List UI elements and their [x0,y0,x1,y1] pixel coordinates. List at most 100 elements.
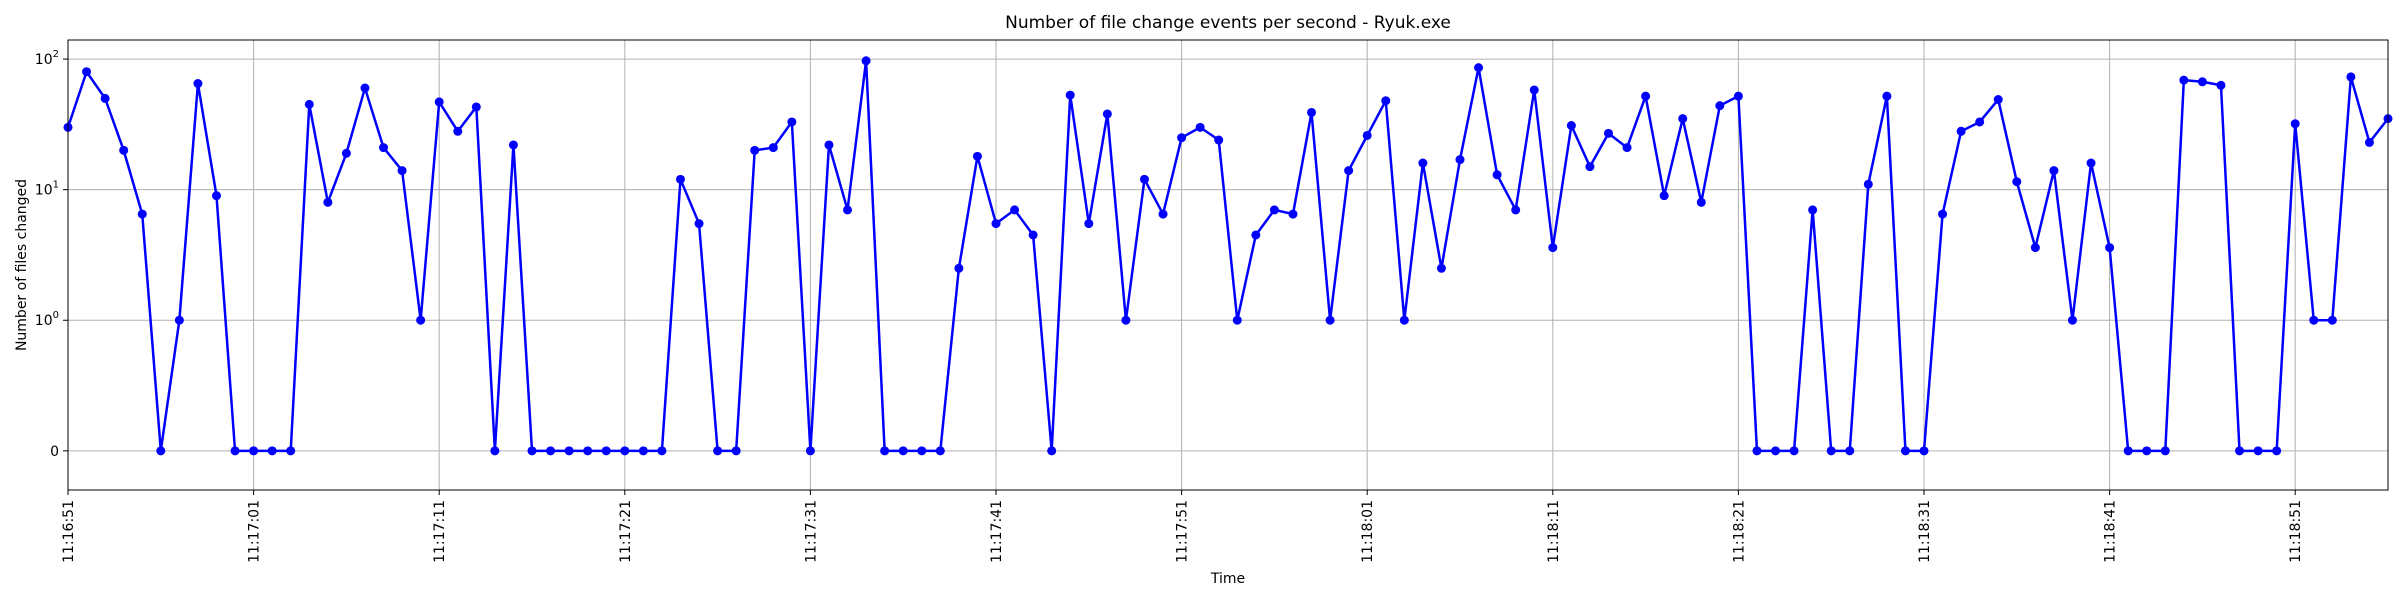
data-point [768,143,778,153]
data-point [546,446,556,456]
data-point [1214,135,1224,145]
plot-frame [67,39,2389,491]
data-point [694,219,704,229]
data-point [1789,446,1799,456]
data-point [954,263,964,273]
data-point [267,446,277,456]
data-point [2012,177,2022,187]
data-point [119,145,129,155]
data-point [657,446,667,456]
x-tick-label: 11:18:21 [1731,500,1747,563]
data-point [1399,315,1409,325]
x-tick-label: 11:17:01 [247,500,263,563]
data-point [1139,174,1149,184]
x-tick-label: 11:17:21 [618,500,634,563]
data-point [935,446,945,456]
data-point [1659,191,1669,201]
data-point [1956,126,1966,136]
data-series [63,56,2393,456]
data-point [156,446,166,456]
data-point [2309,315,2319,325]
data-point [2216,80,2226,90]
y-tick-label: 102 [35,49,59,68]
data-point [1325,315,1335,325]
data-point [1975,117,1985,127]
data-point [843,205,853,215]
x-tick-label: 11:17:31 [803,500,819,563]
data-point [972,151,982,161]
data-point [1845,446,1855,456]
x-tick-label: 11:18:11 [1546,500,1562,563]
data-point [1177,133,1187,143]
data-point [1826,446,1836,456]
data-point [2049,166,2059,176]
data-point [1900,446,1910,456]
data-point [360,83,370,93]
data-point [1121,315,1131,325]
data-point [416,315,426,325]
data-point [1474,63,1484,73]
data-point [379,143,389,153]
series-line [66,59,2389,453]
data-point [1733,91,1743,101]
data-point [1752,446,1762,456]
data-point [1492,170,1502,180]
data-point [1455,155,1465,165]
data-point [397,166,407,176]
data-point [1102,109,1112,119]
data-point [1288,209,1298,219]
grid-lines [67,40,2388,490]
data-point [2160,446,2170,456]
data-point [1771,446,1781,456]
data-point [1603,128,1613,138]
data-point [1863,179,1873,189]
data-point [323,197,333,207]
data-point [2235,446,2245,456]
x-axis-label: Time [1210,571,1245,587]
data-point [193,79,203,89]
y-axis-ticks: 0 100 101 102 [35,49,68,460]
data-point [1548,243,1558,253]
data-point [1307,107,1317,117]
data-point [1938,209,1948,219]
data-point [675,174,685,184]
data-point [2272,446,2282,456]
data-point [1511,205,1521,215]
data-point [2290,119,2300,129]
data-point [861,56,871,66]
data-point [824,140,834,150]
data-point [174,315,184,325]
data-point [527,446,537,456]
data-point [1195,122,1205,132]
y-tick-label: 101 [35,180,59,199]
data-point [638,446,648,456]
data-point [82,67,92,77]
data-point [1919,446,1929,456]
data-point [100,93,110,103]
data-point [805,446,815,456]
x-tick-label: 11:16:51 [61,500,77,563]
data-point [471,102,481,112]
data-point [1808,205,1818,215]
data-point [620,446,630,456]
data-point [1622,143,1632,153]
data-point [731,446,741,456]
data-point [2086,158,2096,168]
data-point [2346,72,2356,82]
data-point [917,446,927,456]
data-point [564,446,574,456]
x-tick-label: 11:18:01 [1360,500,1376,563]
data-point [453,126,463,136]
data-point [286,446,296,456]
data-point [1158,209,1168,219]
data-point [2067,315,2077,325]
y-axis-label: Number of files changed [14,179,30,351]
data-point [2123,446,2133,456]
data-point [1993,95,2003,105]
data-point [991,219,1001,229]
data-point [1529,85,1539,95]
x-tick-label: 11:18:41 [2103,500,2119,563]
data-point [1436,263,1446,273]
data-point [2253,446,2263,456]
